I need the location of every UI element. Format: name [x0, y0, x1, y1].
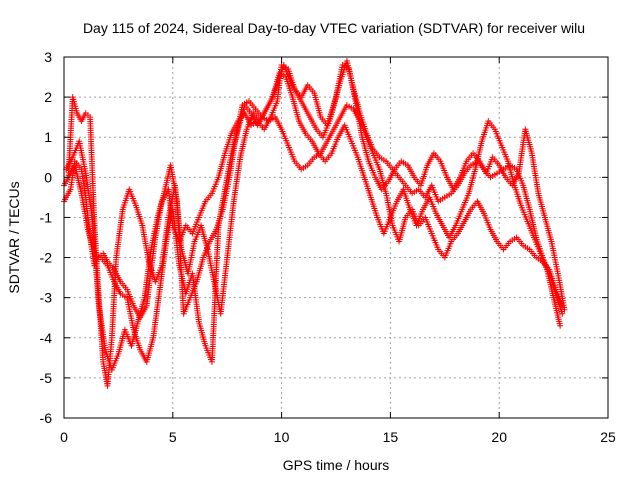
series-trace-4	[65, 62, 568, 365]
y-tick-label: 3	[44, 49, 52, 65]
grid	[64, 57, 608, 418]
series-trace-2	[63, 98, 566, 373]
y-tick-label: -3	[40, 290, 53, 306]
x-tick-label: 5	[169, 429, 177, 445]
data-points	[61, 58, 568, 389]
x-tick-label: 20	[491, 429, 507, 445]
y-tick-label: -6	[40, 410, 53, 426]
x-tick-label: 10	[274, 429, 290, 445]
x-tick-label: 15	[383, 429, 399, 445]
data-point	[559, 310, 566, 317]
y-axis-label: SDTVAR / TECUs	[6, 181, 22, 293]
x-tick-label: 25	[600, 429, 616, 445]
x-tick-label: 0	[60, 429, 68, 445]
chart-title: Day 115 of 2024, Sidereal Day-to-day VTE…	[83, 20, 585, 36]
x-axis-label: GPS time / hours	[283, 457, 390, 473]
data-point	[561, 306, 568, 313]
y-tick-label: 0	[44, 169, 52, 185]
y-tick-label: 1	[44, 129, 52, 145]
axis-ticks: 0 5 10 15 20 25 -6 -5 -4 -3 -2 -1 0 1 2 3	[40, 49, 616, 445]
y-tick-label: -1	[40, 209, 53, 225]
y-tick-label: -4	[40, 330, 53, 346]
data-point	[557, 322, 564, 329]
y-tick-label: -5	[40, 370, 53, 386]
plot-frame	[63, 56, 609, 419]
y-tick-label: 2	[44, 89, 52, 105]
y-tick-label: -2	[40, 250, 53, 266]
